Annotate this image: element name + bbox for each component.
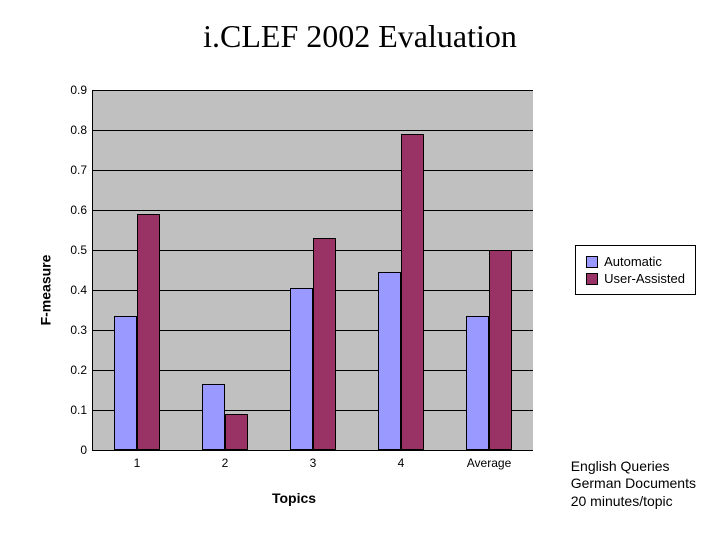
page-title: i.CLEF 2002 Evaluation xyxy=(0,0,720,55)
bar xyxy=(466,316,489,450)
bar xyxy=(137,214,160,450)
y-tick-label: 0.7 xyxy=(70,163,87,177)
bar xyxy=(401,134,424,450)
grid-line xyxy=(93,210,533,211)
legend-label: User-Assisted xyxy=(604,271,685,286)
grid-line xyxy=(93,170,533,171)
bar xyxy=(202,384,225,450)
plot-area: 00.10.20.30.40.50.60.70.80.91234Average xyxy=(92,90,533,451)
legend-item: Automatic xyxy=(586,254,685,269)
grid-line xyxy=(93,90,533,91)
legend-item: User-Assisted xyxy=(586,271,685,286)
y-tick-label: 0.8 xyxy=(70,123,87,137)
x-tick-label: 1 xyxy=(134,456,141,470)
bar xyxy=(378,272,401,450)
x-tick-label: Average xyxy=(467,456,511,470)
y-tick-label: 0.3 xyxy=(70,323,87,337)
legend-swatch xyxy=(586,273,598,285)
y-tick-label: 0.1 xyxy=(70,403,87,417)
legend-label: Automatic xyxy=(604,254,662,269)
bar xyxy=(114,316,137,450)
bar xyxy=(225,414,248,450)
legend: Automatic User-Assisted xyxy=(575,245,696,295)
bar xyxy=(313,238,336,450)
x-tick-label: 2 xyxy=(222,456,229,470)
y-tick-label: 0.9 xyxy=(70,83,87,97)
y-tick-label: 0.2 xyxy=(70,363,87,377)
caption-line: German Documents xyxy=(571,475,696,493)
caption-line: 20 minutes/topic xyxy=(571,493,696,511)
bar xyxy=(290,288,313,450)
caption-line: English Queries xyxy=(571,458,696,476)
x-axis-label: Topics xyxy=(44,490,544,506)
y-axis-label: F-measure xyxy=(37,255,53,326)
chart: F-measure 00.10.20.30.40.50.60.70.80.912… xyxy=(44,80,544,500)
legend-swatch xyxy=(586,256,598,268)
x-tick-label: 3 xyxy=(310,456,317,470)
y-tick-label: 0.5 xyxy=(70,243,87,257)
y-tick-label: 0.6 xyxy=(70,203,87,217)
bar xyxy=(489,250,512,450)
y-tick-label: 0.4 xyxy=(70,283,87,297)
x-tick-label: 4 xyxy=(398,456,405,470)
caption: English Queries German Documents 20 minu… xyxy=(571,458,696,511)
y-tick-label: 0 xyxy=(80,443,87,457)
grid-line xyxy=(93,130,533,131)
